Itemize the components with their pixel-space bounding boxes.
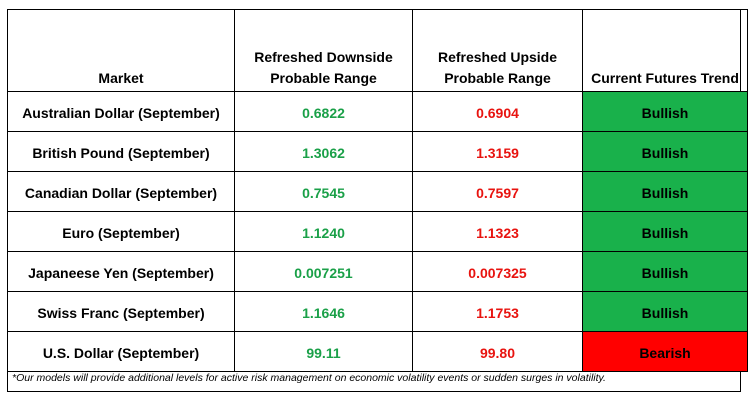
trend-cell: Bullish — [582, 91, 748, 132]
downside-cell: 0.7545 — [234, 171, 413, 212]
table-row: British Pound (September) 1.3062 1.3159 … — [7, 131, 748, 172]
upside-cell: 0.6904 — [412, 91, 583, 132]
trend-cell: Bullish — [582, 211, 748, 252]
upside-cell: 1.3159 — [412, 131, 583, 172]
market-cell: British Pound (September) — [7, 131, 235, 172]
market-cell: Euro (September) — [7, 211, 235, 252]
table-row: Swiss Franc (September) 1.1646 1.1753 Bu… — [7, 291, 748, 332]
trend-cell: Bullish — [582, 251, 748, 292]
header-market: Market — [7, 9, 235, 92]
downside-cell: 1.3062 — [234, 131, 413, 172]
downside-cell: 1.1646 — [234, 291, 413, 332]
table-row: U.S. Dollar (September) 99.11 99.80 Bear… — [7, 331, 748, 372]
market-cell: Canadian Dollar (September) — [7, 171, 235, 212]
downside-cell: 0.6822 — [234, 91, 413, 132]
table-row: Euro (September) 1.1240 1.1323 Bullish — [7, 211, 748, 252]
market-cell: U.S. Dollar (September) — [7, 331, 235, 372]
table-row: Japaneese Yen (September) 0.007251 0.007… — [7, 251, 748, 292]
header-row: Market Refreshed Downside Probable Range… — [7, 9, 748, 92]
trend-cell: Bullish — [582, 131, 748, 172]
market-cell: Australian Dollar (September) — [7, 91, 235, 132]
upside-cell: 0.007325 — [412, 251, 583, 292]
market-cell: Japaneese Yen (September) — [7, 251, 235, 292]
trend-cell: Bearish — [582, 331, 748, 372]
upside-cell: 1.1323 — [412, 211, 583, 252]
probable-range-table: Market Refreshed Downside Probable Range… — [7, 9, 748, 372]
table-row: Australian Dollar (September) 0.6822 0.6… — [7, 91, 748, 132]
upside-cell: 99.80 — [412, 331, 583, 372]
header-downside: Refreshed Downside Probable Range — [234, 9, 413, 92]
header-trend: Current Futures Trend — [582, 9, 748, 92]
trend-cell: Bullish — [582, 171, 748, 212]
downside-cell: 99.11 — [234, 331, 413, 372]
trend-cell: Bullish — [582, 291, 748, 332]
downside-cell: 0.007251 — [234, 251, 413, 292]
footnote: *Our models will provide additional leve… — [12, 372, 606, 384]
table-row: Canadian Dollar (September) 0.7545 0.759… — [7, 171, 748, 212]
header-upside: Refreshed Upside Probable Range — [412, 9, 583, 92]
downside-cell: 1.1240 — [234, 211, 413, 252]
market-cell: Swiss Franc (September) — [7, 291, 235, 332]
upside-cell: 1.1753 — [412, 291, 583, 332]
upside-cell: 0.7597 — [412, 171, 583, 212]
